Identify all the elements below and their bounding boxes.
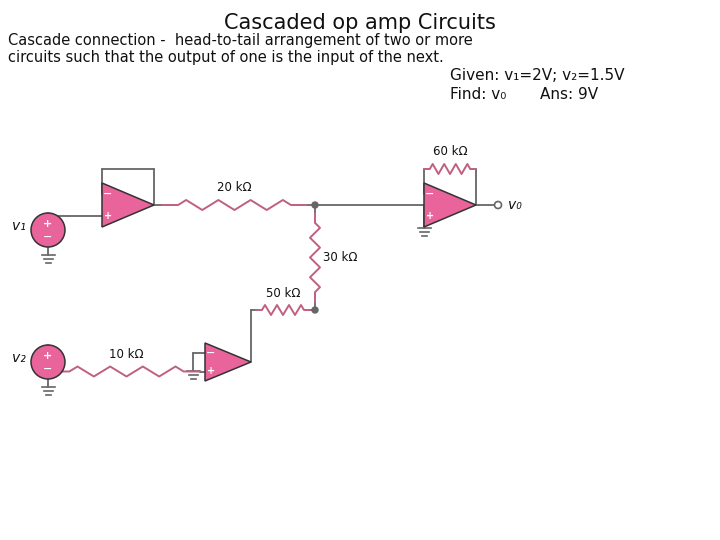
Text: +: + [43, 350, 53, 361]
Text: −: − [103, 189, 113, 199]
Text: v₁: v₁ [12, 219, 26, 233]
Text: +: + [43, 219, 53, 228]
Text: v₂: v₂ [12, 351, 26, 365]
Text: 10 kΩ: 10 kΩ [109, 348, 144, 361]
Text: −: − [426, 189, 435, 199]
Polygon shape [102, 183, 154, 227]
Circle shape [31, 345, 65, 379]
Polygon shape [205, 343, 251, 381]
Circle shape [31, 213, 65, 247]
Text: −: − [207, 348, 216, 357]
Polygon shape [424, 183, 476, 227]
Text: Cascade connection -  head-to-tail arrangement of two or more: Cascade connection - head-to-tail arrang… [8, 33, 473, 48]
Text: 50 kΩ: 50 kΩ [266, 287, 300, 300]
Text: circuits such that the output of one is the input of the next.: circuits such that the output of one is … [8, 50, 444, 65]
Text: v₀: v₀ [508, 198, 522, 212]
Text: −: − [43, 232, 53, 241]
Text: Cascaded op amp Circuits: Cascaded op amp Circuits [224, 13, 496, 33]
Circle shape [495, 201, 502, 208]
Text: Ans: 9V: Ans: 9V [540, 87, 598, 102]
Circle shape [312, 202, 318, 208]
Circle shape [312, 307, 318, 313]
Text: −: − [43, 363, 53, 374]
Text: +: + [426, 211, 434, 221]
Text: Find: v₀: Find: v₀ [450, 87, 506, 102]
Text: +: + [207, 367, 215, 376]
Text: 20 kΩ: 20 kΩ [217, 181, 252, 194]
Text: 60 kΩ: 60 kΩ [433, 145, 467, 158]
Text: +: + [104, 211, 112, 221]
Text: Given: v₁=2V; v₂=1.5V: Given: v₁=2V; v₂=1.5V [450, 68, 624, 83]
Text: 30 kΩ: 30 kΩ [323, 251, 358, 264]
